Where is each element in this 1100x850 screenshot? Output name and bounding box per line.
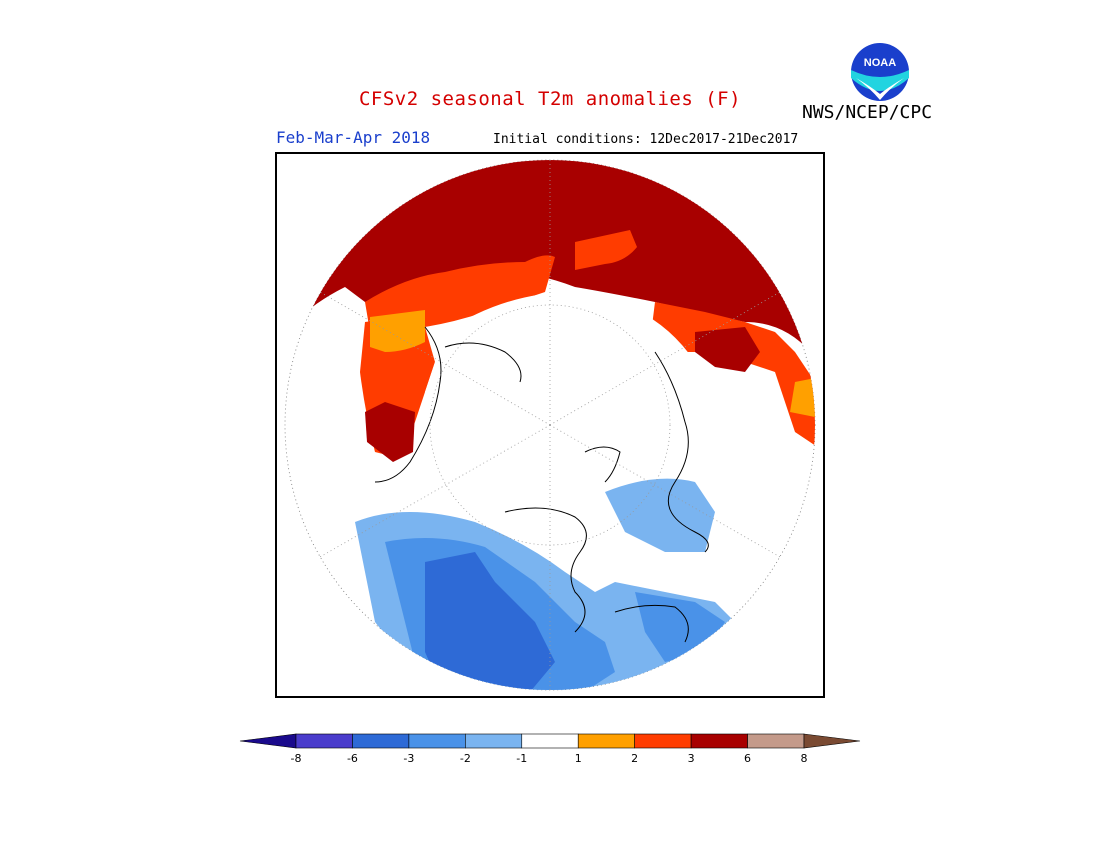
region-pacific-orangered [650,302,815,452]
season-label: Feb-Mar-Apr 2018 [276,128,431,147]
legend-bin [295,733,353,749]
legend-tick-label: 3 [688,752,695,765]
legend-tick-label: -8 [291,752,302,765]
legend-tick-label: -1 [516,752,527,765]
legend-bin [352,733,410,749]
legend-tick-label: 1 [575,752,582,765]
region-arctic-neutral [425,292,705,486]
color-scale-legend: -8 -6 -3 -2 -1 1 2 3 6 8 [239,733,861,765]
agency-label: NWS/NCEP/CPC [802,102,933,123]
legend-bins [239,733,861,749]
legend-tick-label: -6 [347,752,358,765]
legend-tick-label: 2 [631,752,638,765]
region-greenland-orange [370,310,425,352]
legend-tick-label: 8 [801,752,808,765]
legend-bin [465,733,523,749]
legend-bin [690,733,748,749]
noaa-logo-text: NOAA [864,57,896,69]
coastlines [374,326,709,643]
region-northamerica-darkblue [425,552,555,690]
region-greenland-darkred [365,402,415,462]
legend-arrow-high [803,733,861,749]
legend-tick-label: 6 [744,752,751,765]
legend-tick-label: -2 [460,752,471,765]
region-pacific-darkred [695,327,760,372]
legend-tick-label: -3 [403,752,414,765]
polar-map [275,152,825,698]
meridian-lines [319,160,781,690]
initial-conditions-label: Initial conditions: 12Dec2017-21Dec2017 [493,132,799,147]
chart-title: CFSv2 seasonal T2m anomalies (F) [358,88,742,110]
region-alaska-cool [605,478,715,552]
legend-bin [408,733,466,749]
legend-arrow-low [239,733,297,749]
legend-bin [577,733,635,749]
noaa-logo-icon: NOAA [849,41,911,103]
legend-bin [747,733,805,749]
legend-ticks: -8 -6 -3 -2 -1 1 2 3 6 8 [291,752,808,765]
legend-bin [634,733,692,749]
legend-bin [521,733,579,749]
region-siberia-orangered [575,230,637,270]
